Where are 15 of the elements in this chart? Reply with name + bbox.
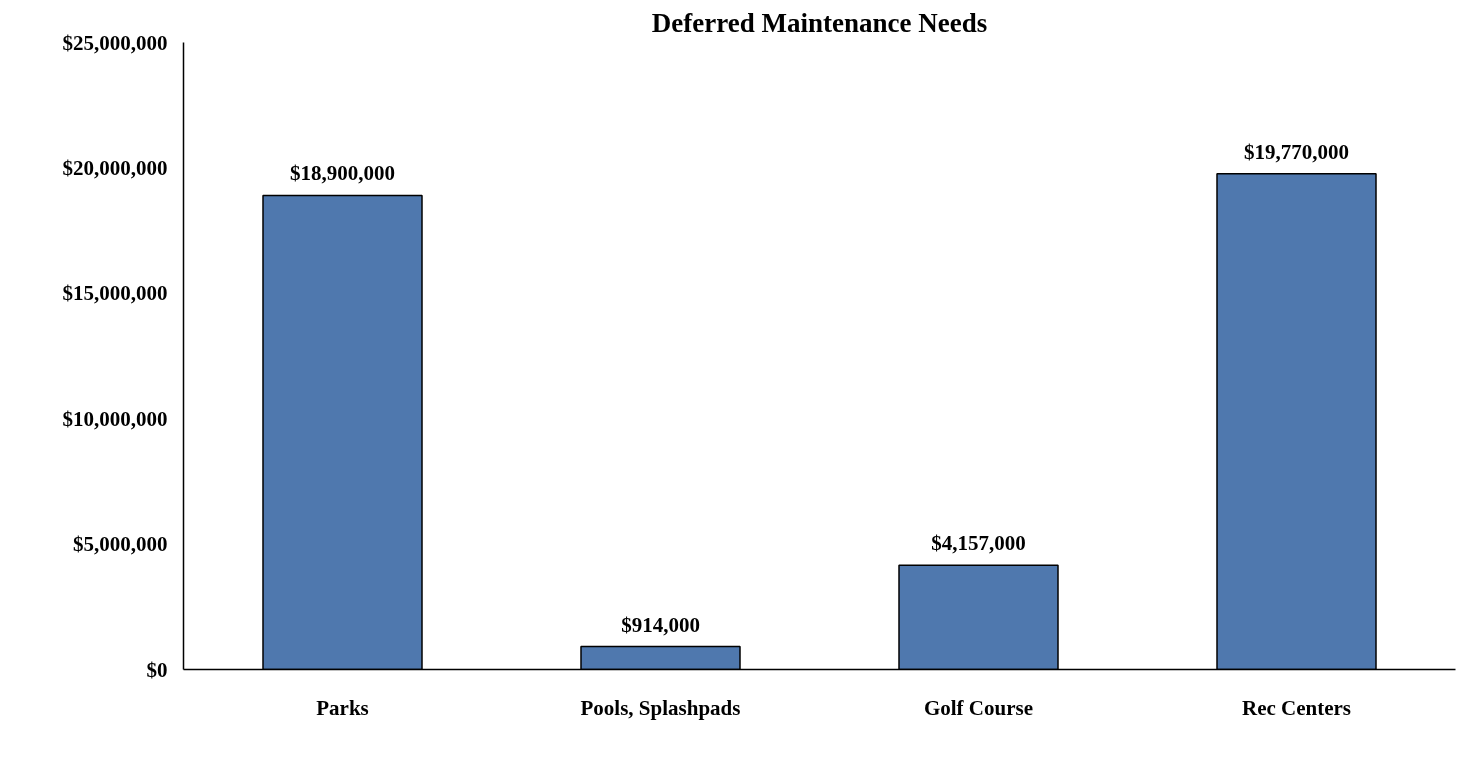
data-label: $914,000: [621, 612, 700, 637]
y-tick-label: $0: [146, 657, 168, 682]
chart-title: Deferred Maintenance Needs: [651, 7, 988, 38]
y-tick-label: $20,000,000: [62, 155, 168, 180]
y-tick-label: $10,000,000: [62, 406, 168, 431]
y-tick-label: $15,000,000: [62, 281, 168, 306]
data-label: $19,770,000: [1244, 139, 1349, 164]
x-tick-label: Golf Course: [923, 695, 1034, 720]
y-tick-label: $5,000,000: [73, 532, 168, 557]
x-tick-label: Rec Centers: [1241, 695, 1352, 720]
y-tick-label: $25,000,000: [62, 30, 168, 55]
data-label: $4,157,000: [931, 531, 1026, 556]
x-tick-label: Pools, Splashpads: [580, 695, 741, 720]
x-tick-label: Parks: [316, 695, 369, 720]
data-label: $18,900,000: [290, 161, 395, 186]
